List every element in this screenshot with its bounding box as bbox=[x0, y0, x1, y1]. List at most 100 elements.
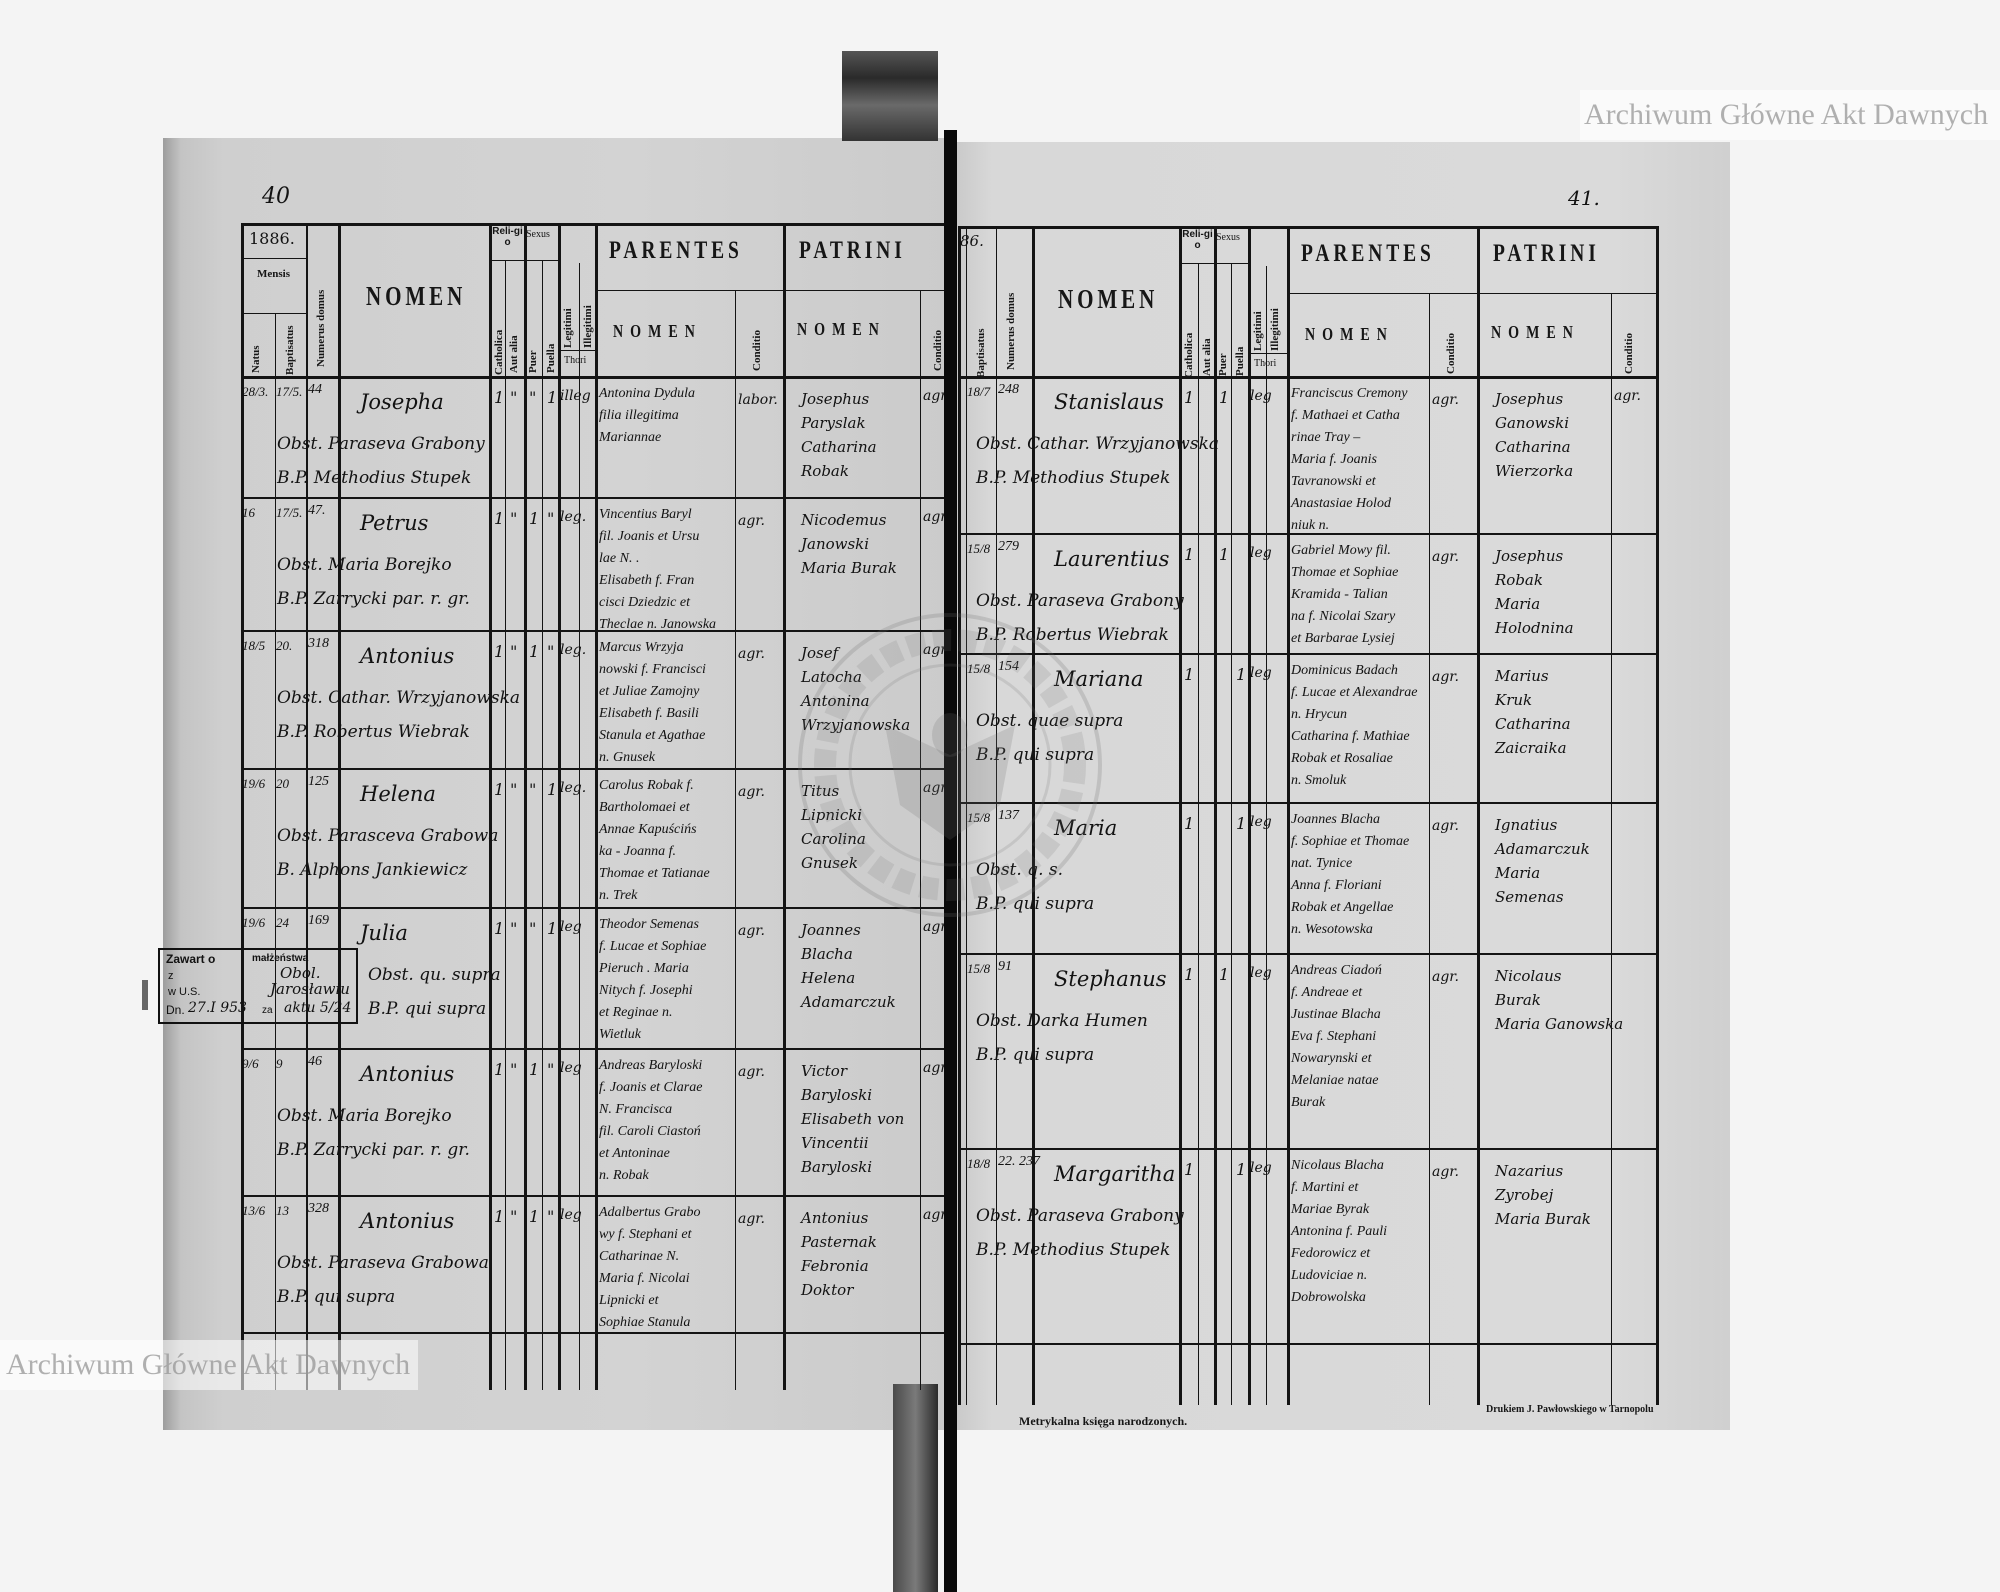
patrini-conditio-header: Conditio bbox=[1623, 333, 1635, 374]
child-name: Stanislaus bbox=[1054, 390, 1164, 414]
column-rule bbox=[275, 313, 277, 1390]
religio-sexus-mark: 1 bbox=[494, 509, 505, 528]
year-label: 1886. bbox=[249, 229, 295, 248]
child-name: Helena bbox=[360, 782, 436, 806]
row-rule bbox=[958, 1343, 1656, 1345]
religio-sexus-mark: 1 bbox=[529, 1207, 540, 1226]
religio-sexus-mark: 1 bbox=[1219, 965, 1230, 984]
stamp-label: Zawart o bbox=[166, 952, 216, 966]
parent-line: Justinae Blacha bbox=[1291, 1007, 1381, 1022]
column-rule bbox=[920, 291, 922, 1390]
parentes-conditio-header: Conditio bbox=[1445, 333, 1457, 374]
column-rule bbox=[735, 291, 737, 1390]
religio-sexus-mark: " bbox=[529, 388, 537, 407]
natus-date: 13/6 bbox=[242, 1203, 266, 1218]
religio-sexus-mark: 1 bbox=[1184, 965, 1195, 984]
parent-line: Mariannae bbox=[599, 430, 662, 445]
column-rule bbox=[783, 223, 786, 1390]
patrini-conditio: agr. bbox=[923, 509, 950, 525]
baptisatus-header: Baptisatus bbox=[284, 325, 296, 375]
parent-line: Theclae n. Janowska bbox=[599, 617, 717, 632]
puer-header: Puer bbox=[527, 350, 539, 373]
obstetrix: Obst. Maria Borejko bbox=[277, 1106, 452, 1126]
parent-line: Burak bbox=[1291, 1095, 1326, 1110]
baptizans: B.P. qui supra bbox=[976, 894, 1095, 914]
parent-line: Carolus Robak f. bbox=[599, 778, 694, 793]
parent-line: niuk n. bbox=[1291, 518, 1330, 533]
godparent-line: Blacha bbox=[801, 945, 853, 963]
natus-date: 28/3. bbox=[242, 384, 269, 399]
godparent-line: Catharina bbox=[1495, 438, 1571, 456]
parent-line: Annae Kapuścińs bbox=[599, 822, 697, 837]
child-name: Petrus bbox=[360, 511, 429, 535]
parent-line: Catharina f. Mathiae bbox=[1291, 729, 1410, 744]
baptisatus-date: 20 bbox=[276, 776, 289, 791]
child-name: Laurentius bbox=[1054, 547, 1170, 571]
parent-line: N. Francisca bbox=[599, 1102, 673, 1117]
religio-sexus-mark: " bbox=[510, 1060, 518, 1079]
godparent-line: Baryloski bbox=[801, 1158, 873, 1176]
legitimi-header: Legitimi bbox=[1252, 311, 1264, 351]
religio-sexus-mark: 1 bbox=[529, 642, 540, 661]
legitimitas: leg bbox=[560, 919, 582, 935]
child-name: Josepha bbox=[360, 390, 444, 414]
parent-line: Franciscus Cremony bbox=[1291, 386, 1408, 401]
row-rule bbox=[1179, 263, 1214, 264]
religio-sexus-mark: 1 bbox=[494, 642, 505, 661]
house-number: 47. bbox=[308, 503, 326, 518]
column-rule bbox=[996, 226, 998, 1405]
parent-line: Fedorowicz et bbox=[1291, 1246, 1371, 1261]
puella-header: Puella bbox=[545, 343, 557, 373]
godparent-line: Robak bbox=[801, 462, 849, 480]
godparent-line: Holodnina bbox=[1495, 619, 1574, 637]
godparent-line: Carolina bbox=[801, 830, 866, 848]
godparent-line: Nazarius bbox=[1495, 1162, 1564, 1180]
parent-line: Stanula et Agathae bbox=[599, 728, 706, 743]
natus-date: 9/6 bbox=[242, 1056, 259, 1071]
column-rule bbox=[1656, 226, 1659, 1405]
legitimitas: illeg bbox=[560, 388, 591, 404]
child-name: Antonius bbox=[360, 1062, 455, 1086]
religio-sexus-mark: " bbox=[529, 919, 537, 938]
house-number: 318 bbox=[308, 636, 329, 651]
patrini-header: PATRINI bbox=[1493, 240, 1600, 267]
patrini-nomen-header: NOMEN bbox=[1491, 322, 1580, 342]
baptisatus-date: 15/8 bbox=[967, 961, 991, 976]
religio-sexus-mark: " bbox=[510, 780, 518, 799]
row-rule bbox=[241, 1048, 944, 1050]
watermark-box-bottom bbox=[0, 1340, 418, 1390]
parent-line: n. Hrycun bbox=[1291, 707, 1347, 722]
parent-line: lae N. . bbox=[599, 551, 640, 566]
watermark-text-bottom: Archiwum Główne Akt Dawnych bbox=[6, 1348, 411, 1381]
left-page bbox=[163, 138, 948, 1430]
stamp-za: za bbox=[262, 1005, 273, 1016]
parent-line: Wietluk bbox=[599, 1027, 641, 1042]
parentes-conditio: agr. bbox=[1432, 549, 1459, 565]
religio-sexus-mark: " bbox=[547, 642, 555, 661]
patrini-conditio: agr. bbox=[923, 780, 950, 796]
row-rule bbox=[241, 907, 944, 909]
row-rule bbox=[558, 350, 595, 351]
parentes-conditio: agr. bbox=[1432, 669, 1459, 685]
house-number: 125 bbox=[308, 774, 329, 789]
parentes-conditio: agr. bbox=[738, 513, 765, 529]
religio-sexus-mark: 1 bbox=[1184, 1160, 1195, 1179]
parent-line: fil. Caroli Ciastoń bbox=[599, 1124, 701, 1139]
nomen-header: NOMEN bbox=[365, 281, 466, 311]
parent-line: rinae Tray – bbox=[1291, 430, 1361, 445]
natus-date: 18/5 bbox=[242, 638, 266, 653]
baptisatus-header: Baptisatus bbox=[975, 328, 987, 378]
column-rule bbox=[1214, 226, 1217, 1405]
godparent-line: Marius bbox=[1495, 667, 1549, 685]
parent-line: Dobrowolska bbox=[1291, 1290, 1366, 1305]
book-spine bbox=[944, 130, 957, 1592]
nomen-header: NOMEN bbox=[1057, 284, 1158, 314]
puer-header: Puer bbox=[1217, 353, 1229, 376]
baptizans: B.P. qui supra bbox=[976, 745, 1095, 765]
catholica-header: Catholica bbox=[493, 329, 505, 375]
sexus-header: Sexus bbox=[1216, 232, 1240, 243]
parent-line: f. Lucae et Alexandrae bbox=[1291, 685, 1418, 700]
thori-header: Thori bbox=[1254, 358, 1277, 369]
godparent-line: Zaicraika bbox=[1495, 739, 1567, 757]
row-rule bbox=[958, 802, 1656, 804]
